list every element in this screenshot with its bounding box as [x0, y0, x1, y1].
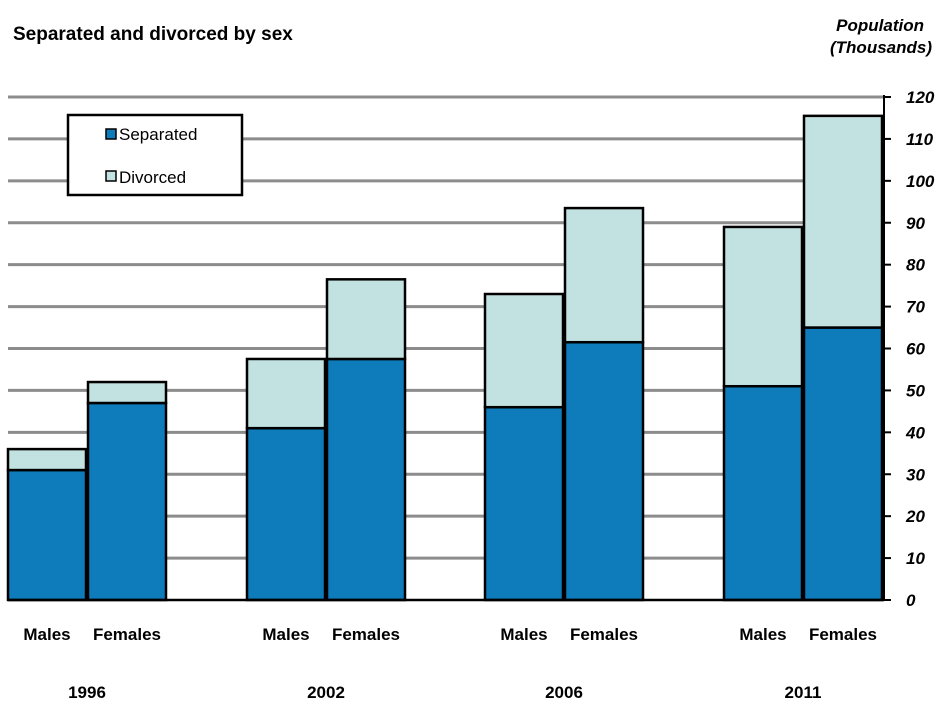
- bar-2002-males-divorced: [245, 357, 327, 430]
- x-category-label-1996-females: Females: [93, 625, 161, 644]
- unit-label-line1: Population: [836, 16, 924, 35]
- x-labels: Males Females 1996 Males Females 2002 Males Fem…: [23, 625, 877, 702]
- bar-2011-females-divorced: [802, 114, 884, 329]
- bar-2011-males-separated: [722, 384, 804, 602]
- legend-swatch-separated: [105, 128, 117, 140]
- bar-1996-males-separated: [6, 468, 88, 602]
- bar-2011-females-separated: [802, 326, 884, 602]
- x-category-label-2002-females: Females: [332, 625, 400, 644]
- y-tick-label-60: 60: [906, 340, 925, 359]
- legend-label-separated: Separated: [119, 125, 197, 144]
- bar-2006-females-divorced: [563, 206, 645, 344]
- bar-1996-females-divorced: [86, 380, 168, 405]
- y-tick-label-100: 100: [906, 172, 935, 191]
- x-group-label-2011: 2011: [785, 683, 822, 702]
- bars: [6, 114, 884, 602]
- y-tick-labels: 0 10 20 30 40 50 60 70 80 90 100 110 120: [905, 88, 935, 610]
- bar-2002-females-divorced: [325, 278, 407, 361]
- chart-title: Separated and divorced by sex: [13, 24, 293, 45]
- x-category-label-2002-males: Males: [262, 625, 309, 644]
- y-tick-label-30: 30: [906, 465, 925, 484]
- y-tick-label-50: 50: [906, 381, 925, 400]
- y-tick-label-80: 80: [906, 256, 925, 275]
- x-category-label-2011-males: Males: [739, 625, 786, 644]
- legend: Separated Divorced: [66, 113, 244, 197]
- bar-2006-males-divorced: [483, 292, 565, 409]
- x-category-label-2006-males: Males: [500, 625, 547, 644]
- axes: [8, 95, 891, 602]
- legend-swatch-divorced: [105, 170, 117, 182]
- y-tick-label-40: 40: [905, 423, 925, 442]
- y-tick-label-70: 70: [906, 298, 925, 317]
- unit-label-line2: (Thousands): [830, 38, 932, 57]
- legend-item-divorced: Divorced: [105, 168, 186, 187]
- y-tick-label-120: 120: [906, 88, 935, 107]
- x-group-label-2002: 2002: [307, 683, 345, 702]
- x-category-label-2011-females: Females: [809, 625, 877, 644]
- bar-2006-males-separated: [483, 405, 565, 602]
- bar-2002-males-separated: [245, 426, 327, 602]
- x-group-label-1996: 1996: [68, 683, 106, 702]
- legend-item-separated: Separated: [105, 125, 197, 144]
- bar-2002-females-separated: [325, 357, 407, 602]
- x-category-label-1996-males: Males: [23, 625, 70, 644]
- y-tick-label-10: 10: [906, 549, 925, 568]
- y-tick-label-0: 0: [906, 591, 916, 610]
- legend-label-divorced: Divorced: [119, 168, 186, 187]
- bar-2006-females-separated: [563, 340, 645, 602]
- x-category-label-2006-females: Females: [570, 625, 638, 644]
- x-group-label-2006: 2006: [545, 683, 583, 702]
- bar-1996-females-separated: [86, 401, 168, 602]
- y-tick-label-90: 90: [906, 214, 925, 233]
- legend-box: [66, 113, 244, 197]
- bar-1996-males-divorced: [6, 447, 88, 472]
- bar-2011-males-divorced: [722, 225, 804, 388]
- y-tick-label-110: 110: [906, 130, 934, 149]
- y-tick-label-20: 20: [905, 507, 925, 526]
